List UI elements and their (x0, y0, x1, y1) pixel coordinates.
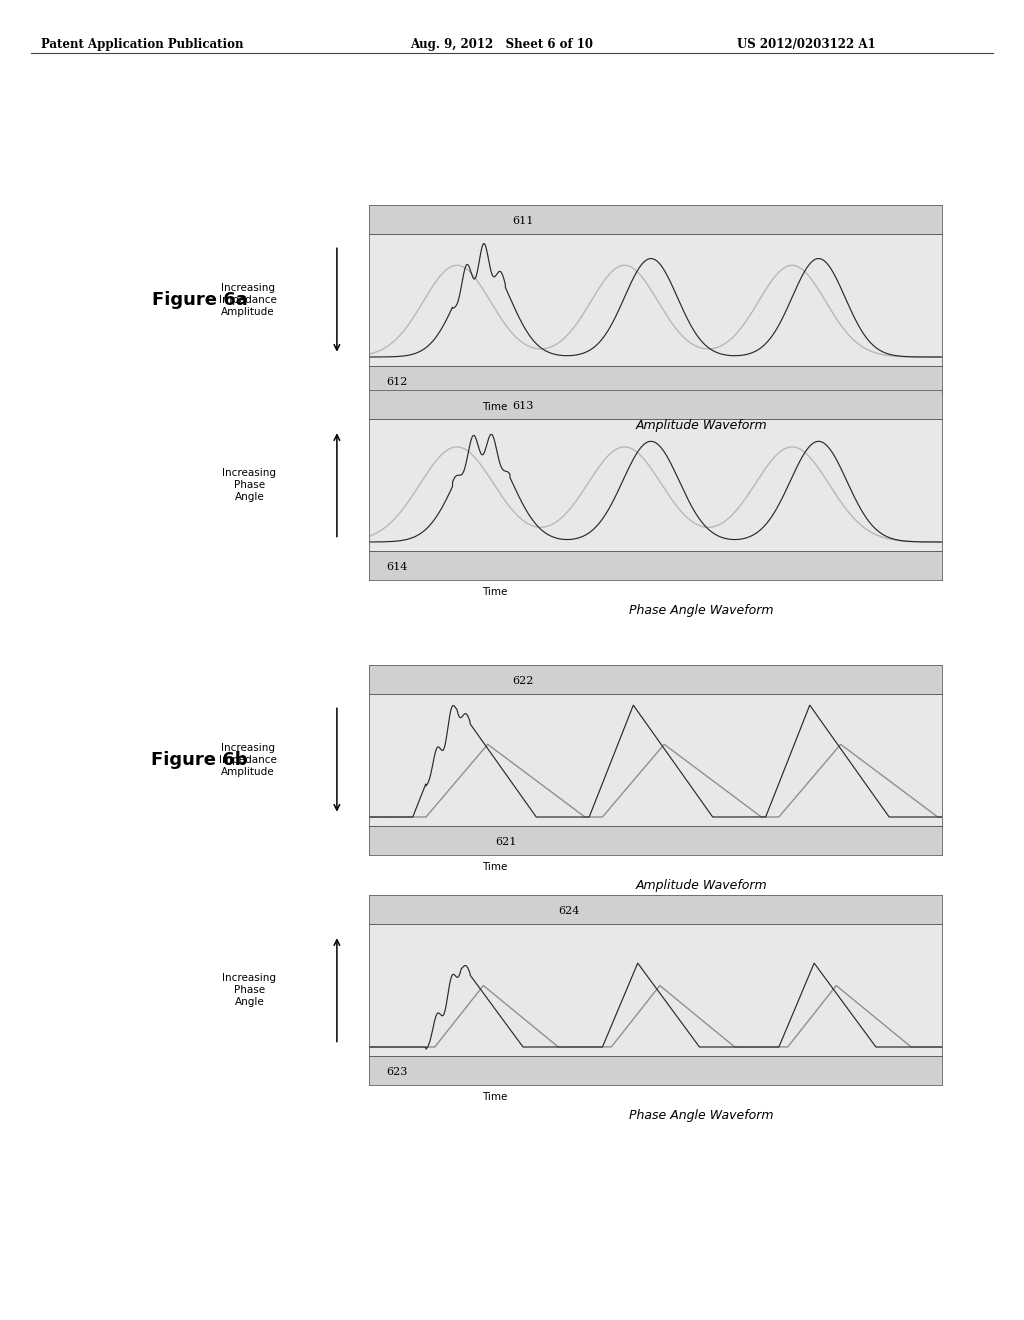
Text: US 2012/0203122 A1: US 2012/0203122 A1 (737, 38, 876, 51)
Text: Patent Application Publication: Patent Application Publication (41, 38, 244, 51)
Text: 613: 613 (512, 401, 534, 411)
Text: 624: 624 (558, 906, 580, 916)
Text: Amplitude Waveform: Amplitude Waveform (636, 879, 767, 892)
Text: Time: Time (482, 862, 508, 871)
Text: Increasing
Phase
Angle: Increasing Phase Angle (222, 469, 276, 502)
Text: Increasing
Impedance
Amplitude: Increasing Impedance Amplitude (218, 743, 276, 776)
Text: Aug. 9, 2012   Sheet 6 of 10: Aug. 9, 2012 Sheet 6 of 10 (410, 38, 593, 51)
Text: Phase Angle Waveform: Phase Angle Waveform (629, 1109, 773, 1122)
Text: 623: 623 (386, 1067, 408, 1077)
Text: Amplitude Waveform: Amplitude Waveform (636, 418, 767, 432)
Text: 622: 622 (512, 676, 534, 686)
Text: 612: 612 (386, 378, 408, 387)
Text: Time: Time (482, 1092, 508, 1102)
Text: Increasing
Phase
Angle: Increasing Phase Angle (222, 973, 276, 1007)
Text: Time: Time (482, 586, 508, 597)
Text: 611: 611 (512, 216, 534, 226)
Text: Figure 6a: Figure 6a (152, 290, 248, 309)
Text: Figure 6b: Figure 6b (152, 751, 248, 770)
Text: Time: Time (482, 401, 508, 412)
Text: 614: 614 (386, 562, 408, 572)
Text: Phase Angle Waveform: Phase Angle Waveform (629, 603, 773, 616)
Text: Increasing
Impedance
Amplitude: Increasing Impedance Amplitude (218, 284, 276, 317)
Text: 621: 621 (495, 837, 516, 847)
